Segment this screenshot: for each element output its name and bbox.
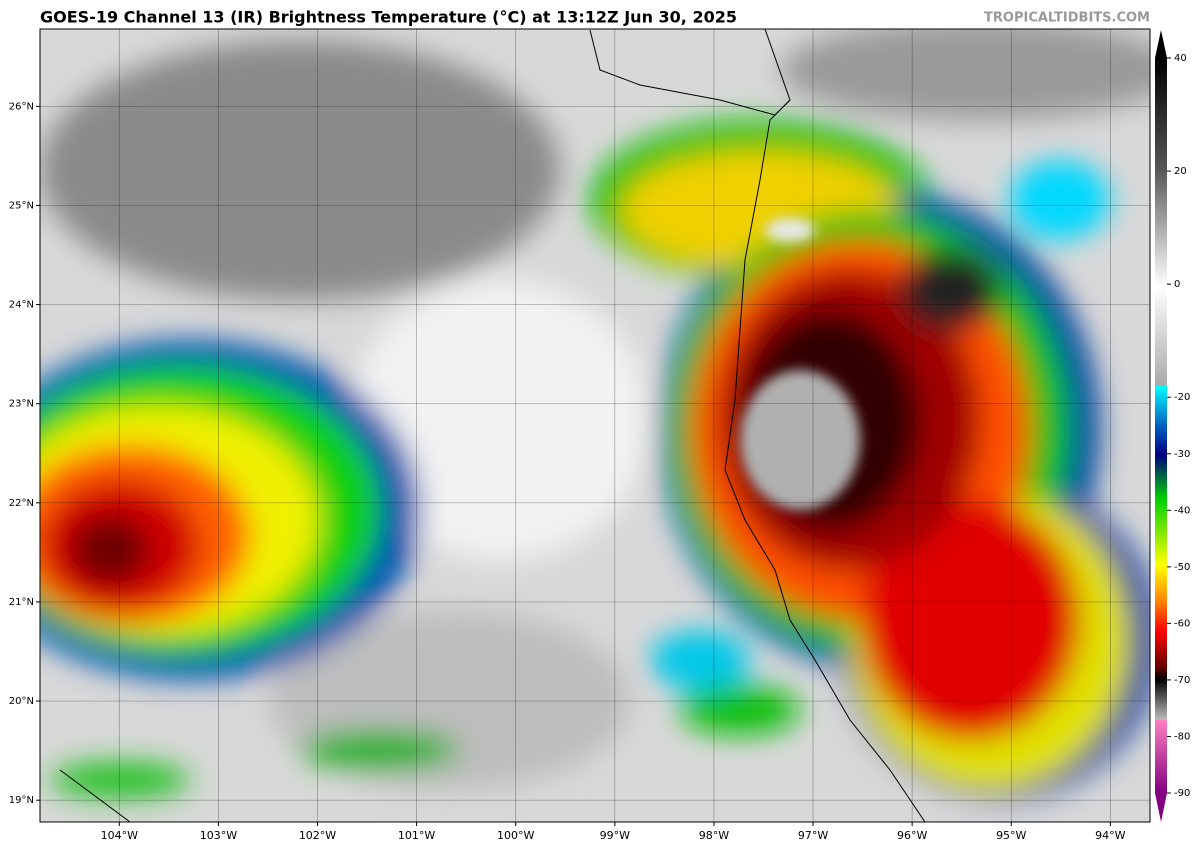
colorbar-label: -30 [1174, 449, 1190, 460]
colorbar-label: -80 [1174, 731, 1190, 742]
colorbar-label: -90 [1174, 788, 1190, 799]
colorbar-label: -50 [1174, 562, 1190, 573]
lat-label: 23°N [9, 399, 34, 410]
lon-label: 104°W [101, 829, 138, 842]
lon-label: 96°W [897, 829, 927, 842]
lon-label: 94°W [1095, 829, 1125, 842]
lat-label: 24°N [9, 300, 34, 311]
lon-label: 100°W [497, 829, 534, 842]
lat-label: 19°N [9, 795, 34, 806]
lat-label: 26°N [9, 101, 34, 112]
colorbar [1155, 58, 1167, 793]
lat-label: 20°N [9, 696, 34, 707]
lon-label: 95°W [996, 829, 1026, 842]
colorbar-label: -70 [1174, 675, 1190, 686]
colorbar-label: -40 [1174, 505, 1190, 516]
lon-label: 103°W [200, 829, 237, 842]
colorbar-extend-top [1155, 30, 1167, 58]
colorbar-label: -20 [1174, 392, 1190, 403]
lon-label: 97°W [798, 829, 828, 842]
colorbar-label: -60 [1174, 618, 1190, 629]
colorbar-label: 0 [1174, 279, 1180, 290]
colorbar-label: 40 [1174, 53, 1187, 64]
lat-label: 21°N [9, 597, 34, 608]
colorbar-extend-bottom [1155, 793, 1167, 822]
lat-label: 25°N [9, 200, 34, 211]
watermark: TROPICALTIDBITS.COM [984, 11, 1150, 26]
title: GOES-19 Channel 13 (IR) Brightness Tempe… [40, 8, 737, 27]
lon-label: 98°W [699, 829, 729, 842]
lon-label: 102°W [299, 829, 336, 842]
colorbar-label: 20 [1174, 166, 1187, 177]
lon-label: 99°W [600, 829, 630, 842]
lon-label: 101°W [398, 829, 435, 842]
satellite-imagery [40, 29, 1150, 822]
lat-label: 22°N [9, 498, 34, 509]
map-frame [39, 28, 1151, 823]
